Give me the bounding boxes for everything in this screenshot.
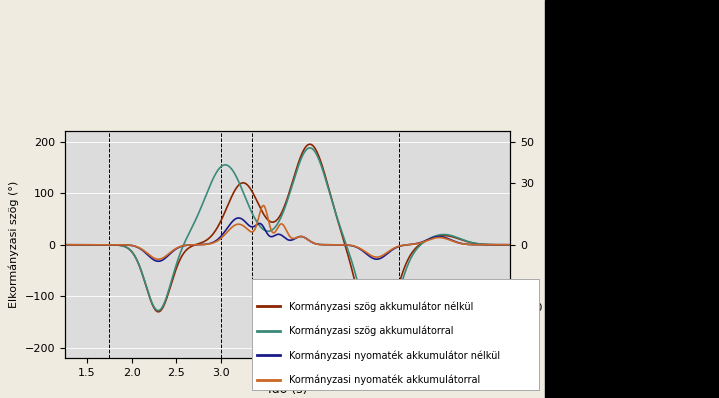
Y-axis label: Elkormányzasi szög (°): Elkormányzasi szög (°) bbox=[9, 181, 19, 308]
X-axis label: Idő (s): Idő (s) bbox=[268, 384, 307, 396]
Text: Kormányzasi szög akkumulátorral: Kormányzasi szög akkumulátorral bbox=[289, 326, 454, 336]
Text: Kormányzasi szög akkumulátor nélkül: Kormányzasi szög akkumulátor nélkül bbox=[289, 301, 473, 312]
Text: Kormányzasi nyomaték akkumulátor nélkül: Kormányzasi nyomaték akkumulátor nélkül bbox=[289, 350, 500, 361]
Text: Kormányzasi nyomaték akkumulátorral: Kormányzasi nyomaték akkumulátorral bbox=[289, 375, 480, 385]
Y-axis label: Lenkmoment [Nm]: Lenkmoment [Nm] bbox=[550, 192, 560, 297]
